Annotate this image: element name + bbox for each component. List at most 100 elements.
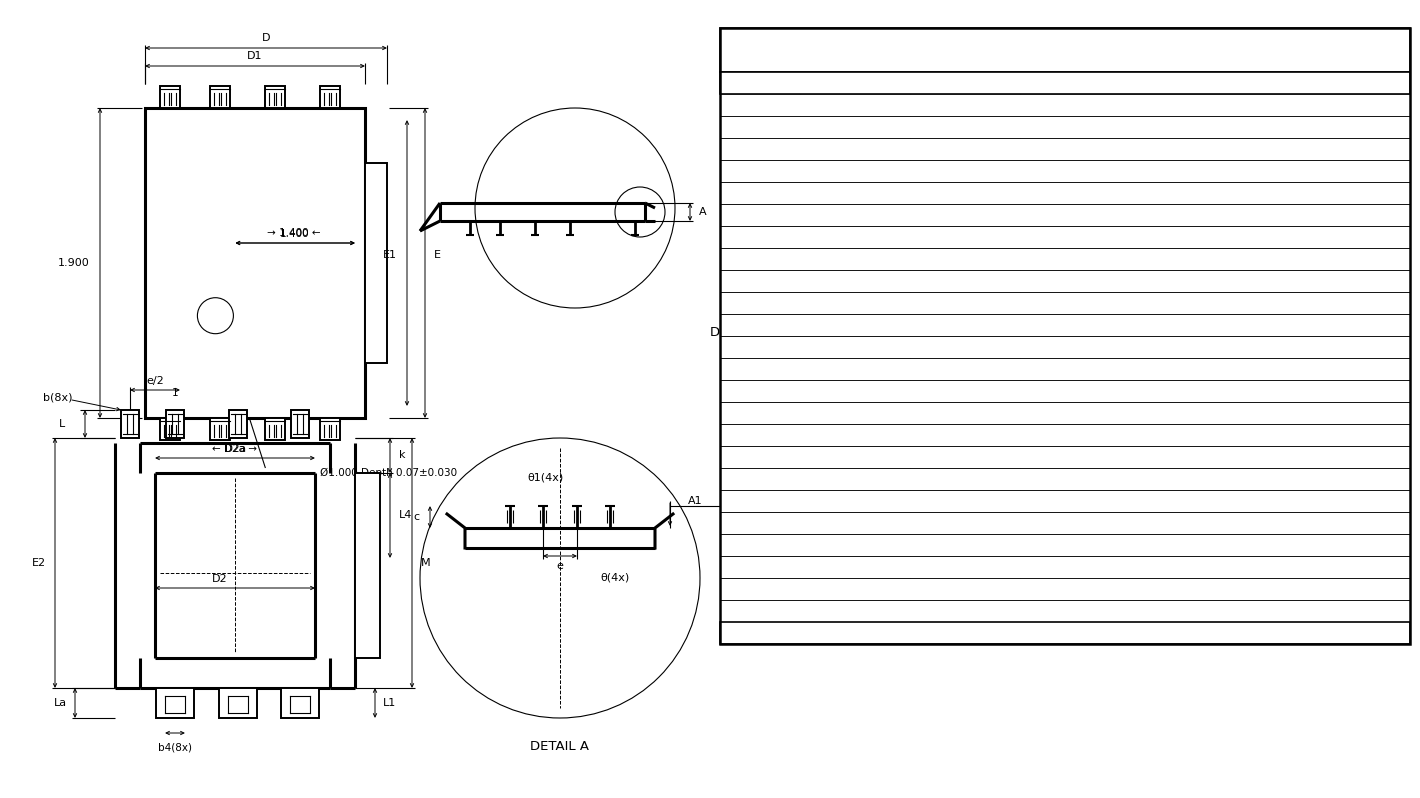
Text: 6.40 BSC: 6.40 BSC <box>937 318 994 331</box>
Bar <box>720 314 1410 336</box>
Text: M: M <box>420 558 430 568</box>
Bar <box>720 270 1410 292</box>
Circle shape <box>197 298 233 334</box>
Text: 0.230: 0.230 <box>838 208 873 222</box>
Bar <box>145 108 365 418</box>
Text: 0.05: 0.05 <box>951 120 978 133</box>
Bar <box>210 418 230 440</box>
Text: A: A <box>699 207 707 217</box>
Bar <box>720 556 1410 578</box>
Text: 3.78: 3.78 <box>841 297 869 310</box>
Bar <box>720 94 1410 116</box>
Text: b4(8x): b4(8x) <box>158 743 192 753</box>
Text: 3.66: 3.66 <box>1061 362 1089 376</box>
Text: 0.025: 0.025 <box>836 539 873 551</box>
Text: 0.330: 0.330 <box>947 208 983 222</box>
Text: k: k <box>755 429 764 441</box>
Bar <box>720 336 1410 358</box>
Bar <box>720 182 1410 204</box>
Text: 0.200: 0.200 <box>836 495 873 508</box>
Text: → 1.400 ←: → 1.400 ← <box>267 228 321 238</box>
Bar <box>166 410 185 438</box>
Text: b(8x): b(8x) <box>43 393 72 403</box>
Text: 0.25REF: 0.25REF <box>939 187 991 200</box>
Bar <box>291 410 310 438</box>
Bar <box>355 473 381 658</box>
Text: 6°: 6° <box>848 605 862 618</box>
Text: 1.900: 1.900 <box>58 258 89 268</box>
Text: 3.86: 3.86 <box>951 362 978 376</box>
Text: 1.10: 1.10 <box>951 98 978 112</box>
Text: D2: D2 <box>212 574 227 584</box>
Text: 0.25: 0.25 <box>1061 164 1089 177</box>
Bar <box>320 86 339 108</box>
Text: 3.605: 3.605 <box>1056 560 1093 574</box>
Text: 0: 0 <box>851 120 859 133</box>
Text: 0.050REF: 0.050REF <box>936 516 995 530</box>
Text: 3.98: 3.98 <box>1061 297 1089 310</box>
Text: 0.400: 0.400 <box>947 495 983 508</box>
Text: 0.225: 0.225 <box>947 539 983 551</box>
Text: --: -- <box>960 429 970 441</box>
Text: 0.735: 0.735 <box>1056 451 1093 464</box>
Text: 5.15 BSC: 5.15 BSC <box>937 231 994 243</box>
Bar <box>720 622 1410 644</box>
Text: c: c <box>413 512 420 522</box>
Text: 0.125: 0.125 <box>1056 539 1093 551</box>
Text: PowerDI5060-8 (SWP): PowerDI5060-8 (SWP) <box>978 32 1152 46</box>
Text: b: b <box>755 143 764 156</box>
Text: k: k <box>399 451 406 460</box>
Text: 3.205: 3.205 <box>838 560 873 574</box>
Text: Seating Plane: Seating Plane <box>828 501 905 511</box>
Bar <box>720 72 1410 94</box>
Text: L1: L1 <box>383 698 396 708</box>
Text: e: e <box>557 561 564 571</box>
Bar <box>720 446 1410 468</box>
Text: θ1: θ1 <box>751 605 768 618</box>
Text: E1: E1 <box>751 341 768 354</box>
Text: D: D <box>755 231 765 243</box>
Bar <box>281 688 320 718</box>
Text: L1a: L1a <box>747 516 772 530</box>
Text: 0.90: 0.90 <box>841 98 869 112</box>
Text: 4.195: 4.195 <box>838 385 873 397</box>
Text: 1.00: 1.00 <box>1061 98 1089 112</box>
Text: 3.76: 3.76 <box>1061 275 1089 287</box>
Bar <box>720 204 1410 226</box>
Bar <box>160 86 180 108</box>
Text: 0.635: 0.635 <box>838 472 873 485</box>
Text: 6.00: 6.00 <box>951 341 978 354</box>
Text: 0.20: 0.20 <box>841 164 869 177</box>
Bar <box>720 468 1410 490</box>
Bar <box>156 688 195 718</box>
Bar <box>720 138 1410 160</box>
Text: D: D <box>261 33 270 43</box>
Bar <box>720 380 1410 402</box>
Text: Max: Max <box>950 77 980 89</box>
Text: L4: L4 <box>751 539 768 551</box>
Bar <box>229 410 247 438</box>
Text: E1: E1 <box>383 250 398 260</box>
Bar <box>160 418 180 440</box>
Bar <box>720 28 1410 72</box>
Text: 0.50: 0.50 <box>951 143 978 156</box>
Bar <box>219 688 257 718</box>
Text: DETAIL A: DETAIL A <box>710 326 770 339</box>
Text: D2: D2 <box>750 275 770 287</box>
Text: A: A <box>755 98 765 112</box>
Text: L: L <box>58 419 65 429</box>
Text: 4.395: 4.395 <box>1056 385 1093 397</box>
Bar <box>720 160 1410 182</box>
Text: 0.835: 0.835 <box>947 472 983 485</box>
Text: A1: A1 <box>689 496 703 506</box>
Text: 0.835: 0.835 <box>947 451 983 464</box>
Text: 4.90: 4.90 <box>1061 252 1089 266</box>
Text: A1: A1 <box>751 120 770 133</box>
Text: All Dimensions in mm: All Dimensions in mm <box>984 626 1146 639</box>
Text: 4.005: 4.005 <box>947 560 983 574</box>
Text: E2: E2 <box>31 558 45 568</box>
Text: 3.56: 3.56 <box>841 275 869 287</box>
Text: M: M <box>754 560 767 574</box>
Text: --: -- <box>1071 120 1079 133</box>
Text: L1: L1 <box>751 495 768 508</box>
